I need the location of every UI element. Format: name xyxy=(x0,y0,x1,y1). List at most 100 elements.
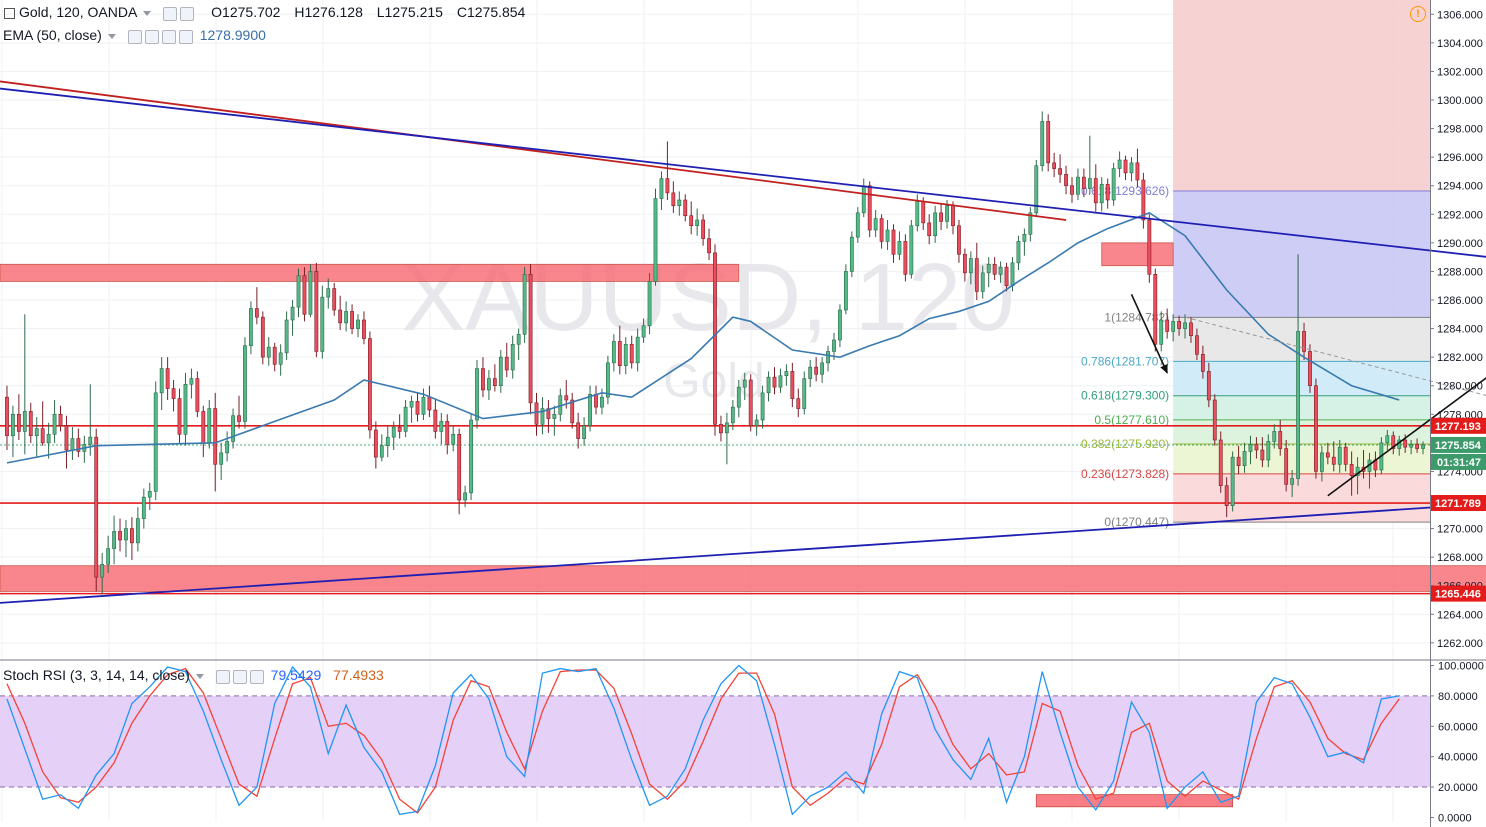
close-icon[interactable] xyxy=(249,670,264,685)
candle-body xyxy=(576,422,581,439)
candle-body xyxy=(1135,162,1140,181)
candle-body xyxy=(873,218,878,231)
fib-level-label: 0.5(1277.610) xyxy=(1094,413,1169,427)
candle-body xyxy=(1046,121,1051,164)
candle-body xyxy=(296,275,301,308)
candle-body xyxy=(1290,478,1295,485)
candle-body xyxy=(540,408,545,425)
chevron-down-icon[interactable] xyxy=(143,10,152,16)
candle-body xyxy=(237,415,241,422)
candle-body xyxy=(1040,121,1045,167)
candle-body xyxy=(147,491,152,498)
ema-label[interactable]: EMA (50, close) xyxy=(3,27,102,43)
candle-body xyxy=(1331,456,1336,465)
candle-body xyxy=(986,263,991,274)
warning-icon[interactable]: ! xyxy=(1410,6,1426,22)
collapse-icon[interactable] xyxy=(4,7,15,19)
candle-body xyxy=(207,408,212,444)
candle-body xyxy=(1195,335,1199,355)
ema-line xyxy=(6,211,1400,464)
candle-body xyxy=(903,241,908,275)
stoch-tick-label: 100.0000 xyxy=(1438,661,1484,673)
candle-body xyxy=(344,311,349,324)
candle-body xyxy=(278,352,283,365)
symbol-name[interactable]: Gold, 120, OANDA xyxy=(19,4,138,20)
close-icon[interactable] xyxy=(178,30,193,45)
candle-body xyxy=(611,341,616,364)
candle-body xyxy=(849,236,854,272)
annotation-arrow xyxy=(1327,377,1486,497)
candle-body xyxy=(112,531,116,549)
price-tick-label: 1300.000 xyxy=(1437,95,1483,107)
candle-body xyxy=(320,296,325,352)
candle-body xyxy=(1349,463,1354,477)
chevron-down-icon[interactable] xyxy=(195,673,204,679)
price-tick-label: 1290.000 xyxy=(1437,238,1483,250)
candle-body xyxy=(52,413,57,435)
last-price-label-bg xyxy=(1431,436,1486,453)
candle-body xyxy=(933,212,938,237)
price-tick-label: 1304.000 xyxy=(1437,38,1483,50)
candle-body xyxy=(100,563,105,578)
candle-body xyxy=(1010,262,1015,287)
candle-body xyxy=(368,338,372,431)
candle-body xyxy=(748,379,753,427)
stoch-k-line xyxy=(6,664,1400,816)
candle-body xyxy=(1308,351,1312,387)
eye-icon[interactable] xyxy=(215,670,230,685)
candle-body xyxy=(1278,431,1283,449)
candle-body xyxy=(76,438,81,452)
candle-body xyxy=(213,408,218,465)
candle-body xyxy=(962,253,967,274)
candle-body xyxy=(843,271,848,311)
settings-icon[interactable] xyxy=(144,30,159,45)
eye-icon[interactable] xyxy=(163,7,178,22)
candle-body xyxy=(124,528,128,541)
candle-body xyxy=(1236,456,1241,467)
candle-body xyxy=(1028,212,1033,235)
settings-icon[interactable] xyxy=(232,670,247,685)
candle-body xyxy=(243,345,247,422)
candle-body xyxy=(736,386,741,408)
candle-body xyxy=(635,336,640,364)
candle-body xyxy=(1242,451,1247,467)
chevron-down-icon[interactable] xyxy=(107,33,116,39)
candle-body xyxy=(415,401,420,415)
candle-body xyxy=(1296,331,1300,479)
candle-body xyxy=(445,421,450,445)
candle-body xyxy=(570,399,575,424)
price-tick-label: 1292.000 xyxy=(1437,209,1483,221)
candle-body xyxy=(838,309,842,341)
settings-icon[interactable] xyxy=(180,7,195,22)
candle-body xyxy=(141,496,146,519)
price-tick-label: 1284.000 xyxy=(1437,324,1483,336)
fib-level-label: 0.618(1279.300) xyxy=(1081,389,1169,403)
fib-zone xyxy=(1173,191,1430,318)
candle-body xyxy=(665,178,670,194)
stoch-tick-label: 80.0000 xyxy=(1438,691,1478,703)
candle-body xyxy=(350,311,354,329)
candle-body xyxy=(647,281,652,327)
candle-body xyxy=(594,393,598,408)
candle-body xyxy=(308,271,313,315)
candle-body xyxy=(617,341,622,367)
stoch-k-value: 79.5429 xyxy=(270,667,322,683)
last-price-label: 1275.854 xyxy=(1435,440,1482,452)
stoch-legend: Stoch RSI (3, 3, 14, 14, close) 79.5429 … xyxy=(0,667,384,685)
candle-body xyxy=(88,436,93,445)
candle-body xyxy=(1004,266,1009,287)
stoch-label[interactable]: Stoch RSI (3, 3, 14, 14, close) xyxy=(3,667,190,683)
candle-body xyxy=(492,378,497,387)
price-tick-label: 1286.000 xyxy=(1437,295,1483,307)
candle-body xyxy=(1171,321,1176,332)
close-value: C1275.854 xyxy=(456,4,526,20)
candle-body xyxy=(338,309,343,324)
candle-body xyxy=(606,362,610,398)
candle-body xyxy=(957,225,961,255)
add-icon[interactable] xyxy=(161,30,176,45)
eye-icon[interactable] xyxy=(127,30,142,45)
candle-body xyxy=(1272,431,1277,442)
price-tick-label: 1268.000 xyxy=(1437,552,1483,564)
